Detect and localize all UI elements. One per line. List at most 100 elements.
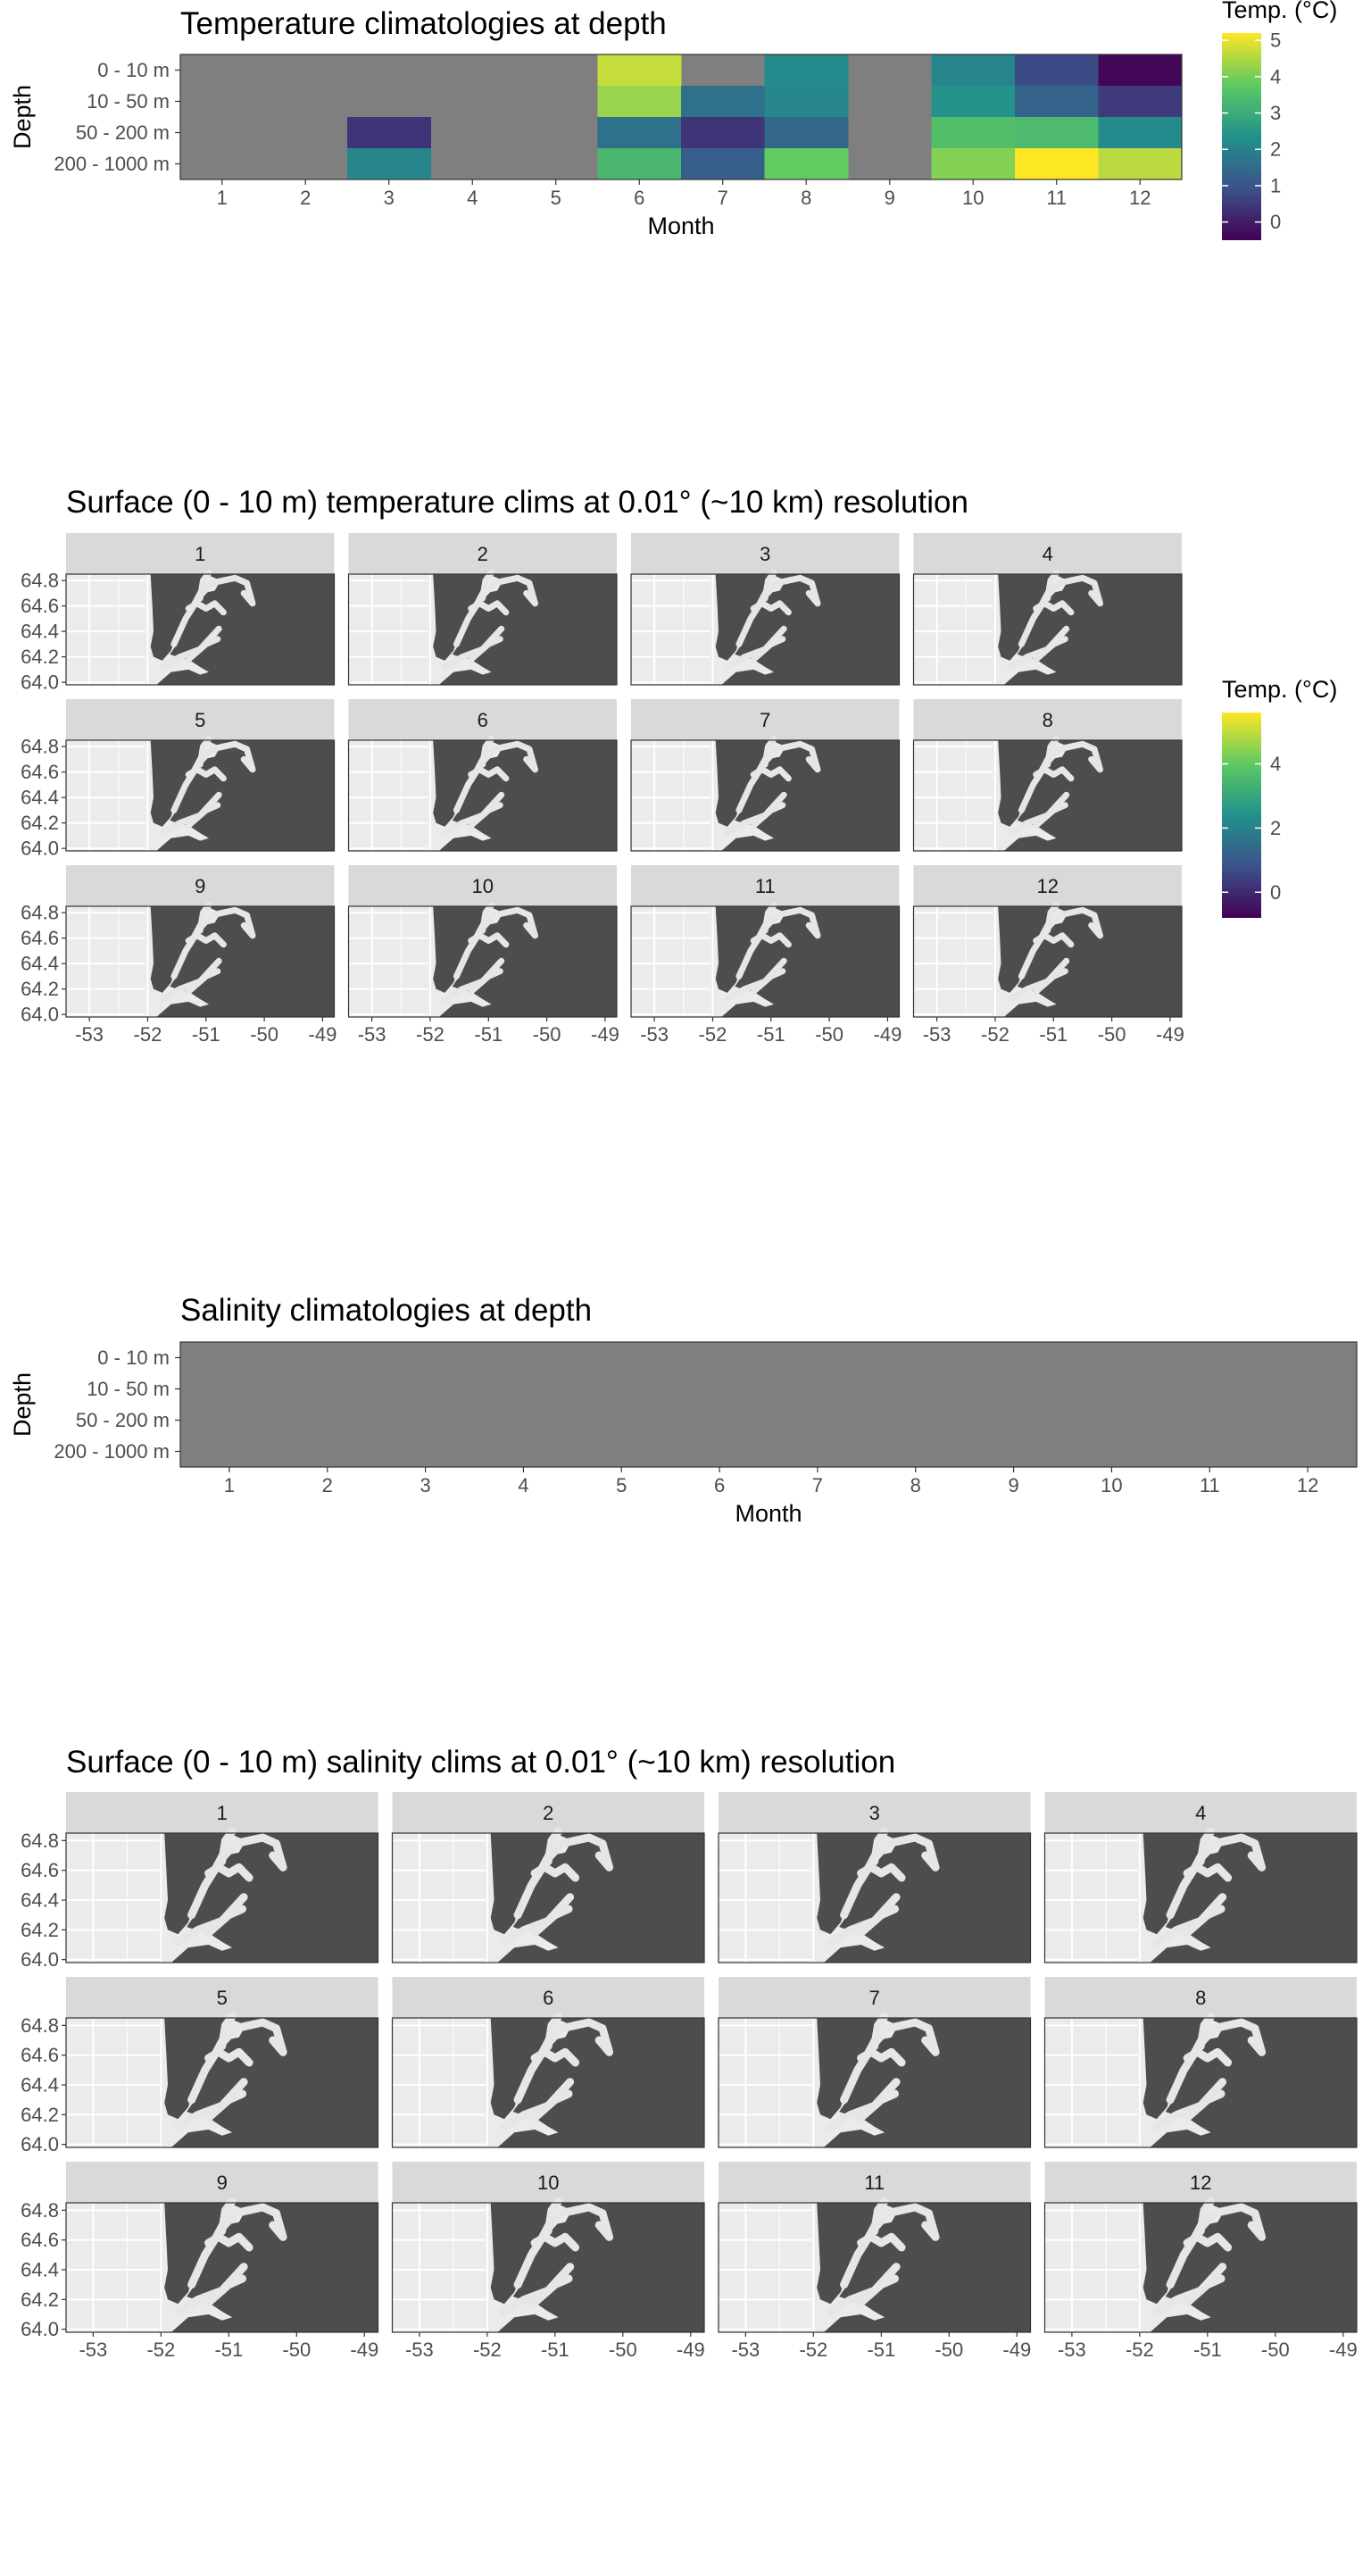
- heatmap-cell: [681, 117, 765, 149]
- facet-label: 1: [195, 543, 205, 565]
- panel-border: [65, 1832, 379, 1963]
- y-tick-label: 64.6: [21, 761, 59, 783]
- plot-area: [179, 1341, 1358, 1468]
- facet-label: 4: [1043, 543, 1053, 565]
- facet-strip: [392, 2162, 704, 2203]
- y-tick-label: 64.0: [21, 1004, 59, 1026]
- x-tick-label: -51: [867, 2338, 895, 2361]
- x-tick-label: -51: [757, 1023, 785, 1046]
- colorbar-tick-label: 0: [1270, 211, 1281, 233]
- fjord: [204, 2232, 253, 2252]
- facet-strip: [348, 865, 617, 906]
- heatmap-cell: [681, 148, 765, 180]
- x-tick-label: -51: [1039, 1023, 1068, 1046]
- x-tick-label: 2: [300, 187, 311, 209]
- chart-title: Temperature climatologies at depth: [180, 6, 667, 41]
- facet-strip: [66, 1792, 378, 1833]
- facet-label: 2: [478, 543, 488, 565]
- facet-label: 3: [869, 1802, 880, 1824]
- facet-label: 11: [864, 2172, 885, 2194]
- x-tick-label: 4: [467, 187, 478, 209]
- plot-border: [179, 54, 1183, 180]
- y-tick-label: 64.4: [21, 621, 59, 643]
- fjord: [1183, 2274, 1226, 2307]
- x-tick-label: -49: [1329, 2338, 1358, 2361]
- x-tick-label: 12: [1297, 1474, 1318, 1496]
- x-tick-label: 11: [1046, 187, 1067, 209]
- facet-panel: 12 -53 -52 -51 -50 -49: [912, 865, 1184, 1046]
- y-tick-label: 64.6: [21, 927, 59, 949]
- panel-border: [65, 905, 336, 1018]
- panel-border: [718, 2202, 1032, 2333]
- panel-border: [630, 905, 901, 1018]
- fjord: [530, 2047, 580, 2067]
- facet-panel: 2: [391, 1792, 705, 1963]
- x-tick-label: -50: [1098, 1023, 1126, 1046]
- x-tick-label: -50: [282, 2338, 311, 2361]
- fjord: [185, 932, 227, 948]
- y-tick-label: 64.6: [21, 2229, 59, 2251]
- x-tick-label: -50: [1261, 2338, 1290, 2361]
- colorbar-tick-label: 5: [1270, 29, 1281, 52]
- x-tick-label: -51: [541, 2338, 569, 2361]
- x-tick-label: 1: [217, 187, 228, 209]
- facet-label: 9: [195, 875, 205, 897]
- x-tick-label: -49: [677, 2338, 705, 2361]
- panel-border: [912, 573, 1183, 686]
- fjord: [1196, 1827, 1216, 1866]
- facet-label: 12: [1037, 875, 1059, 897]
- facet-label: 7: [760, 709, 770, 731]
- y-tick-label: 64.4: [21, 953, 59, 975]
- fjord: [1044, 902, 1059, 934]
- facet-strip: [631, 533, 900, 574]
- x-tick-label: 3: [420, 1474, 430, 1496]
- colorbar-tick-label: 3: [1270, 102, 1281, 124]
- x-tick-label: -52: [473, 2338, 502, 2361]
- panel-border: [65, 2017, 379, 2148]
- panel-border: [630, 573, 901, 686]
- facet-panel: 7: [630, 699, 901, 852]
- facet-label: 12: [1190, 2172, 1211, 2194]
- panel-border: [1043, 2017, 1358, 2148]
- fjord: [1033, 932, 1075, 948]
- fjord: [530, 2089, 573, 2122]
- fjord: [218, 1827, 237, 1866]
- facet-panel: 2: [347, 533, 618, 686]
- colorbar-tick-label: 1: [1270, 174, 1281, 196]
- fjord: [468, 600, 510, 616]
- facet-panel: 10 -53 -52 -51 -50 -49: [347, 865, 619, 1046]
- fjord: [530, 1905, 573, 1938]
- x-tick-label: 5: [551, 187, 561, 209]
- panel-border: [65, 2202, 379, 2333]
- fjord: [204, 1863, 253, 1882]
- facet-strip: [913, 865, 1182, 906]
- heatmap-cell: [764, 54, 849, 87]
- colorbar: [1222, 713, 1261, 918]
- y-tick-label: 64.8: [21, 2199, 59, 2222]
- fjord: [1033, 802, 1068, 829]
- fjord: [530, 1863, 580, 1882]
- heatmap-cell: [1098, 54, 1183, 87]
- colorbar-tick-label: 4: [1270, 753, 1281, 775]
- x-tick-label: -53: [79, 2338, 107, 2361]
- y-axis-label: Depth: [9, 1372, 36, 1437]
- fjord: [196, 570, 212, 602]
- fjord: [185, 968, 221, 995]
- fjord: [170, 740, 256, 813]
- fjord: [1018, 574, 1103, 647]
- x-tick-label: -50: [935, 2338, 963, 2361]
- facet-panel: 1 64.8 64.6 64.4 64.2 64.0: [21, 1792, 379, 1971]
- fjord: [857, 1863, 906, 1882]
- facet-panel: 5 64.8 64.6 64.4 64.2 64.0: [21, 699, 336, 860]
- fjord: [761, 902, 777, 934]
- fjord: [479, 902, 494, 934]
- facet-label: 5: [217, 1987, 228, 2009]
- heatmap-cell: [681, 86, 765, 118]
- x-tick-label: -53: [923, 1023, 951, 1046]
- facet-label: 6: [478, 709, 488, 731]
- fjord: [1183, 2232, 1233, 2252]
- facet-strip: [631, 699, 900, 740]
- facet-label: 5: [195, 709, 205, 731]
- fjord: [453, 740, 538, 813]
